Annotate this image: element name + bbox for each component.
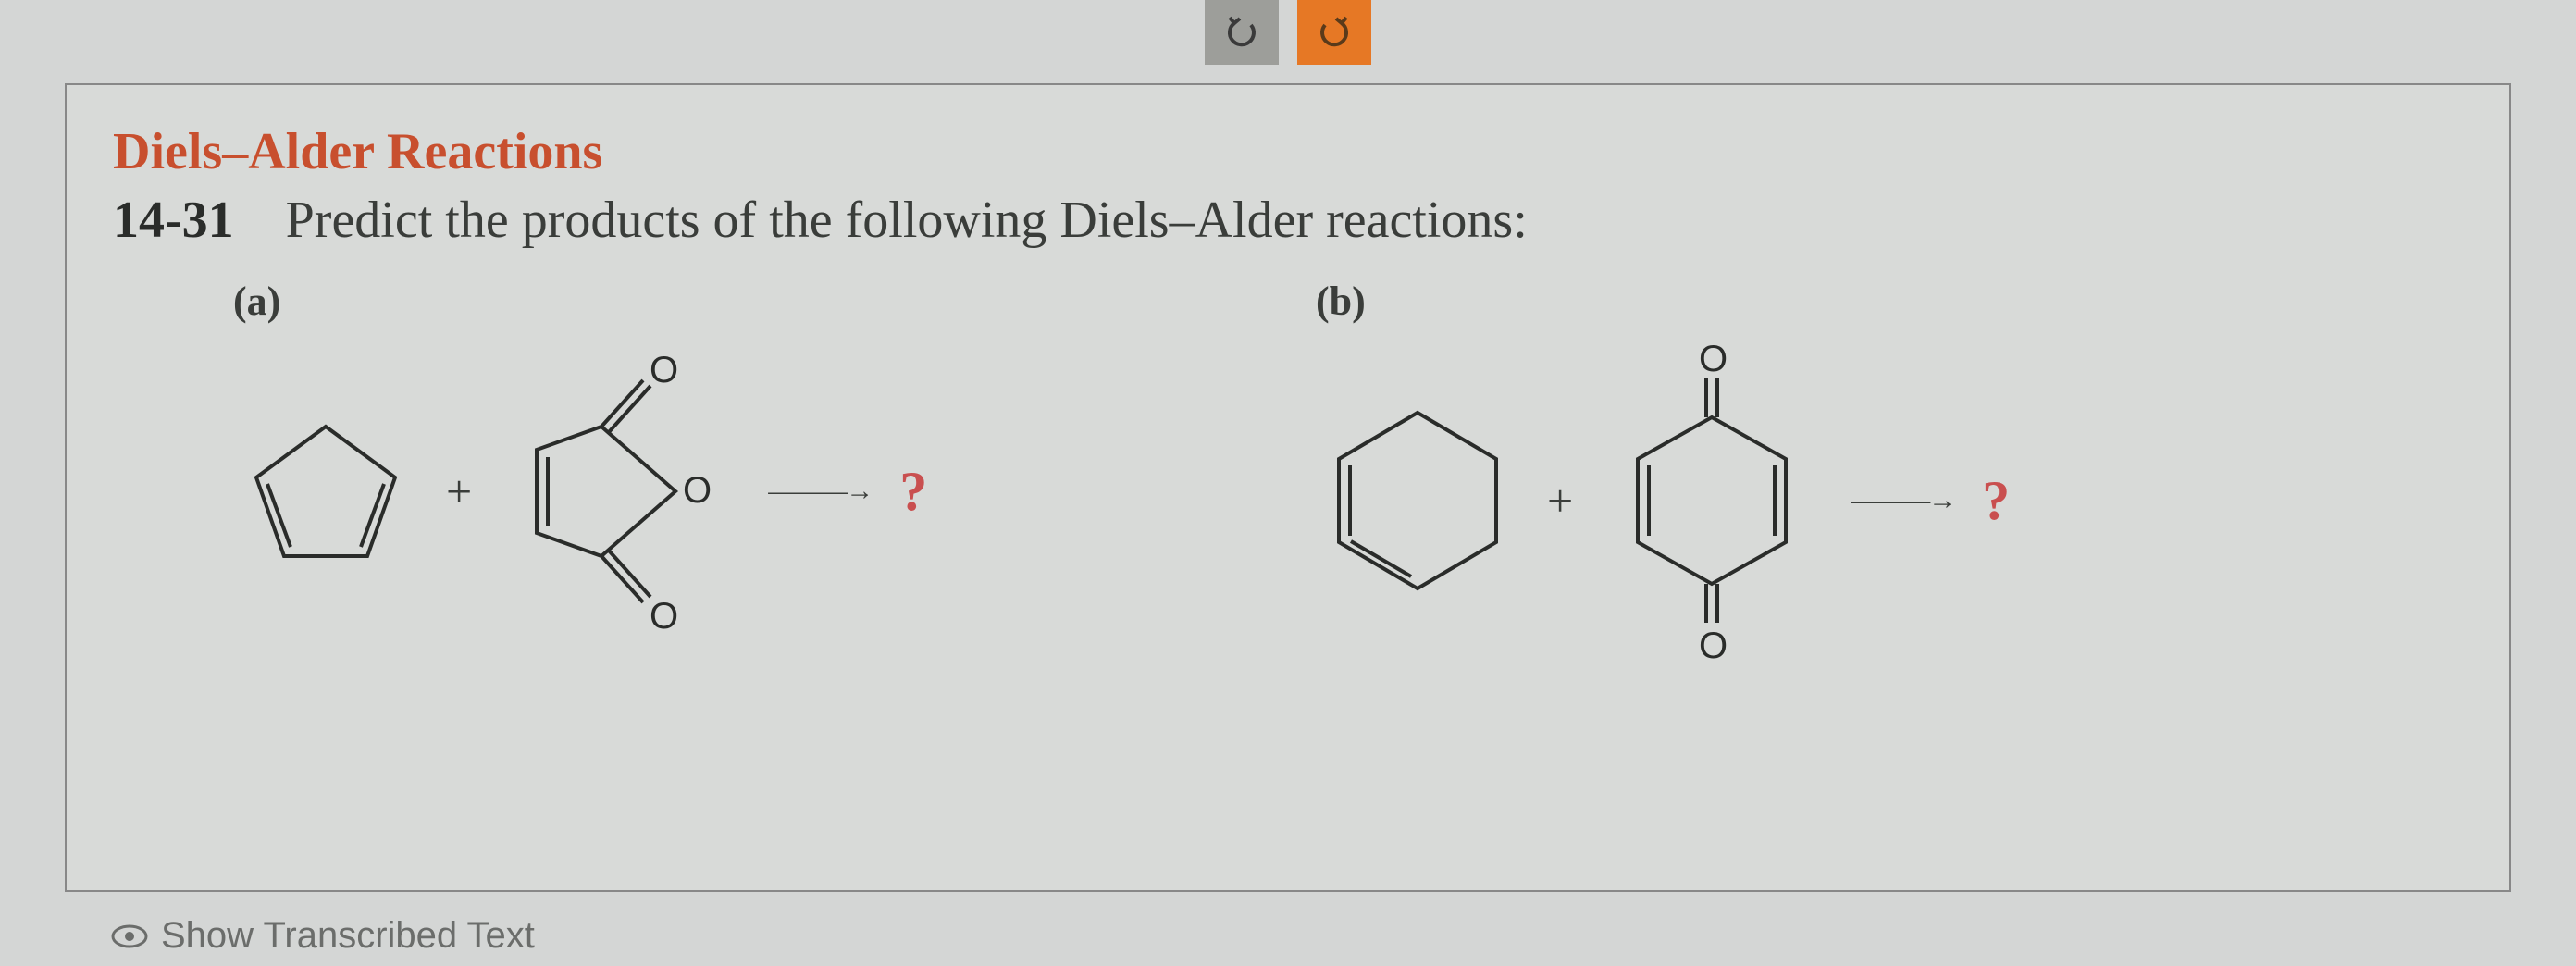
arrow-b: ———→ [1851,485,1954,516]
svg-text:O: O [650,350,678,390]
show-transcribed-link[interactable]: Show Transcribed Text [111,915,535,957]
question-frame: Diels–Alder Reactions 14-31 Predict the … [65,83,2511,892]
undo-icon [1223,14,1260,51]
product-qmark-b: ? [1982,469,2010,533]
redo-tab[interactable] [1297,0,1371,65]
redo-icon [1316,14,1353,51]
question-text: Predict the products of the following Di… [286,192,1528,249]
eye-icon [111,923,148,949]
question-line: 14-31 Predict the products of the follow… [113,191,2463,250]
svg-text:O: O [683,470,712,511]
reactions-row: (a) + [113,278,2463,667]
svg-text:O: O [1699,625,1728,666]
arrow-a: ———→ [768,476,872,507]
reaction-a-content: + [233,334,1288,649]
svg-text:O: O [1699,339,1728,379]
product-qmark-a: ? [899,460,927,524]
part-label-b: (b) [1316,278,2463,325]
svg-text:O: O [650,596,678,637]
reaction-a: (a) + [113,278,1288,649]
part-label-a: (a) [233,278,1288,325]
question-number: 14-31 [113,192,234,249]
reaction-b-content: + [1316,334,2463,667]
undo-tab[interactable] [1205,0,1279,65]
top-tabs [1205,0,1371,65]
show-transcribed-label: Show Transcribed Text [161,915,535,957]
maleic-anhydride-structure: O O O [500,334,740,649]
cyclohexadiene-structure [1316,390,1519,612]
plus-sign-b: + [1547,474,1573,527]
benzoquinone-structure: O O [1601,334,1823,667]
cyclopentadiene-structure [233,399,418,584]
section-title: Diels–Alder Reactions [113,122,2463,181]
plus-sign-a: + [446,464,472,518]
reaction-b: (b) + [1288,278,2463,667]
